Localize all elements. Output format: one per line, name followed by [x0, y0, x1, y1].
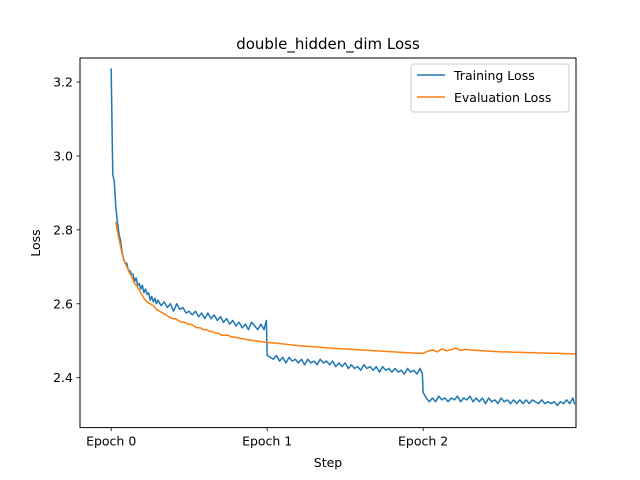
legend-box	[410, 63, 570, 113]
x-tick-label: Epoch 1	[242, 434, 292, 449]
x-tick-label: Epoch 0	[86, 434, 136, 449]
axes-frame	[79, 57, 577, 429]
legend: Training Loss Evaluation Loss	[410, 63, 570, 113]
y-tick-label: 3.0	[53, 148, 73, 163]
chart-title: double_hidden_dim Loss	[236, 35, 420, 54]
legend-label-training: Training Loss	[453, 68, 535, 83]
training-loss-line	[110, 68, 576, 407]
x-ticks: Epoch 0 Epoch 1 Epoch 2	[86, 427, 448, 449]
y-ticks: 2.4 2.6 2.8 3.0 3.2	[53, 75, 80, 385]
y-tick-label: 2.8	[53, 222, 73, 237]
plot-area	[110, 68, 576, 407]
x-axis-label: Step	[314, 455, 343, 470]
y-axis-label: Loss	[28, 229, 43, 256]
y-tick-label: 2.6	[53, 296, 73, 311]
y-tick-label: 3.2	[53, 75, 73, 90]
legend-label-evaluation: Evaluation Loss	[454, 90, 551, 105]
evaluation-loss-line	[114, 221, 576, 355]
y-tick-label: 2.4	[53, 370, 73, 385]
x-tick-label: Epoch 2	[398, 434, 448, 449]
